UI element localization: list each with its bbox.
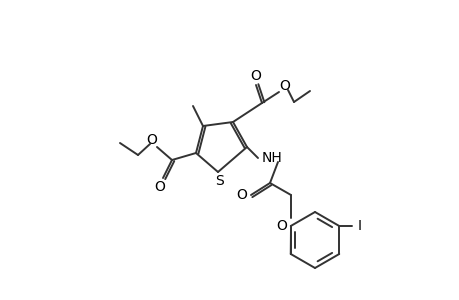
Text: O: O (250, 69, 261, 83)
Text: S: S (215, 174, 224, 188)
Text: O: O (276, 219, 287, 233)
Text: O: O (146, 133, 157, 147)
Text: NH: NH (261, 151, 282, 165)
Text: I: I (357, 219, 360, 233)
Text: O: O (236, 188, 247, 202)
Text: O: O (279, 79, 290, 93)
Text: O: O (154, 180, 165, 194)
